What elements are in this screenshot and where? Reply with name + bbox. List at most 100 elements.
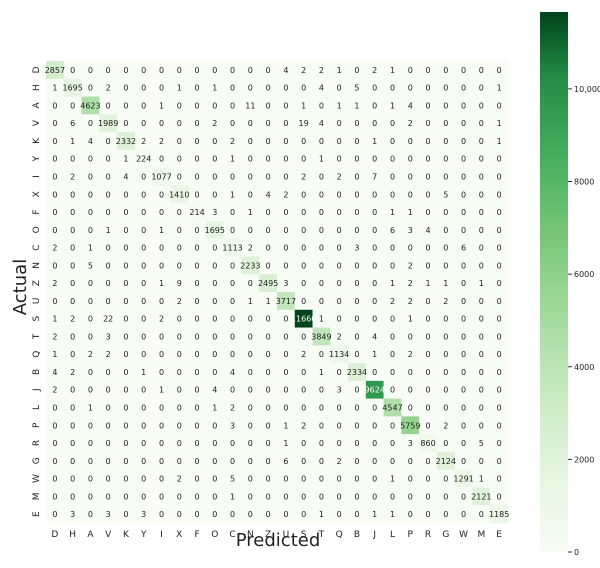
cell-value-label: 0 <box>354 386 359 395</box>
cell-value-label: 0 <box>194 421 199 430</box>
y-tick-labels: D H A V K Y I X F O C N Z U S T Q B J L P R G W M E <box>32 66 42 517</box>
cell-value-label: 0 <box>283 386 288 395</box>
heatmap-cell <box>241 220 260 239</box>
heatmap-cell <box>277 256 296 275</box>
cell-value-label: 0 <box>461 457 466 466</box>
heatmap-cell <box>63 274 82 293</box>
cell-value-label: 0 <box>123 279 128 288</box>
heatmap-cell <box>294 78 313 97</box>
cell-value-label: 3 <box>354 244 359 253</box>
heatmap-cell <box>294 203 313 222</box>
heatmap-cell <box>330 398 349 417</box>
cell-value-label: 1 <box>390 101 395 110</box>
heatmap-cell <box>46 416 65 435</box>
heatmap-cell <box>241 78 260 97</box>
heatmap-cell <box>170 132 189 151</box>
heatmap-cell <box>205 451 224 470</box>
heatmap-cell <box>454 114 473 133</box>
cell-value-label: 0 <box>354 66 359 75</box>
cell-value-label: 0 <box>425 404 430 413</box>
heatmap-cell <box>152 380 171 399</box>
heatmap-cell <box>188 487 207 506</box>
heatmap-cell <box>46 398 65 417</box>
cell-value-label: 0 <box>177 173 182 182</box>
heatmap-cell <box>81 505 100 524</box>
cell-value-label: 0 <box>248 279 253 288</box>
heatmap-cell <box>205 398 224 417</box>
heatmap-cell <box>454 149 473 168</box>
cell-value-label: 0 <box>301 457 306 466</box>
cell-value-label: 0 <box>301 297 306 306</box>
heatmap-cell <box>99 96 118 115</box>
cell-value-label: 0 <box>337 404 342 413</box>
cell-value-label: 0 <box>194 119 199 128</box>
cell-value-label: 0 <box>372 155 377 164</box>
heatmap-cell <box>472 416 491 435</box>
heatmap-cell <box>205 167 224 186</box>
cell-value-label: 0 <box>123 66 128 75</box>
heatmap-cell <box>46 505 65 524</box>
heatmap-cell <box>454 256 473 275</box>
cell-value-label: 0 <box>408 190 413 199</box>
heatmap-cell <box>436 203 455 222</box>
cell-value-label: 0 <box>70 386 75 395</box>
cell-value-label: 0 <box>159 475 164 484</box>
cell-value-label: 0 <box>212 439 217 448</box>
cell-value-label: 0 <box>88 421 93 430</box>
heatmap-cell <box>81 61 100 80</box>
heatmap-cell <box>117 220 136 239</box>
cell-value-label: 0 <box>425 332 430 341</box>
x-tick-label: V <box>105 530 112 540</box>
cell-value-label: 0 <box>230 510 235 519</box>
heatmap-cell <box>46 167 65 186</box>
heatmap-cell <box>490 451 509 470</box>
heatmap-cell <box>277 363 296 382</box>
heatmap-cell <box>134 380 153 399</box>
heatmap-cell <box>205 469 224 488</box>
heatmap-cell <box>117 61 136 80</box>
cell-value-label: 0 <box>337 279 342 288</box>
cell-value-label: 0 <box>177 315 182 324</box>
cell-value-label: 1113 <box>222 244 242 253</box>
y-tick-label: D <box>32 66 42 73</box>
cell-value-label: 0 <box>230 84 235 93</box>
cell-value-label: 0 <box>88 439 93 448</box>
heatmap-cell <box>99 505 118 524</box>
heatmap-cell <box>152 451 171 470</box>
heatmap-cell <box>46 309 65 328</box>
cell-value-label: 0 <box>70 208 75 217</box>
heatmap-cell <box>277 185 296 204</box>
heatmap-cell <box>348 114 367 133</box>
heatmap-cell <box>365 149 384 168</box>
cell-value-label: 0 <box>230 119 235 128</box>
cell-value-label: 0 <box>248 439 253 448</box>
heatmap-cell <box>152 78 171 97</box>
heatmap-cell <box>134 238 153 257</box>
heatmap-cell <box>401 345 420 364</box>
cell-value-label: 0 <box>497 155 502 164</box>
cell-value-label: 0 <box>248 190 253 199</box>
heatmap-cell <box>170 345 189 364</box>
cell-value-label: 0 <box>354 421 359 430</box>
heatmap-cell <box>294 256 313 275</box>
cell-value-label: 0 <box>52 492 57 501</box>
heatmap-cell <box>99 238 118 257</box>
cell-value-label: 0 <box>479 226 484 235</box>
heatmap-cell <box>241 416 260 435</box>
heatmap-cell <box>490 363 509 382</box>
heatmap-cell <box>81 78 100 97</box>
heatmap-cell <box>81 416 100 435</box>
heatmap-cell <box>401 78 420 97</box>
cell-value-label: 19 <box>299 119 309 128</box>
heatmap-cell <box>365 327 384 346</box>
heatmap-cell <box>277 487 296 506</box>
cell-value-label: 0 <box>390 261 395 270</box>
heatmap-cell <box>205 363 224 382</box>
heatmap-cell <box>117 132 136 151</box>
heatmap-cell <box>436 434 455 453</box>
cell-value-label: 0 <box>230 297 235 306</box>
cell-value-label: 0 <box>425 137 430 146</box>
cell-value-label: 0 <box>141 173 146 182</box>
cell-value-label: 0 <box>372 439 377 448</box>
heatmap-cell <box>152 256 171 275</box>
